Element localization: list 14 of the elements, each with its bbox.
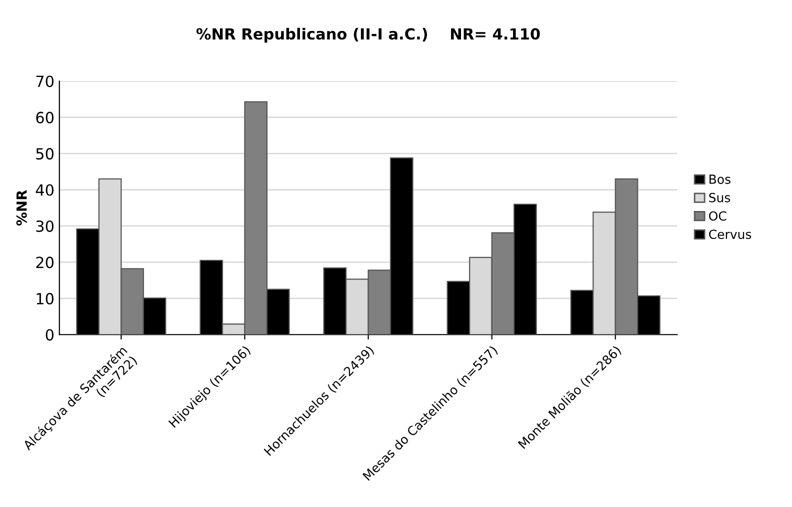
y-tick-label: 50 [36,148,54,160]
legend-label: OC [709,211,726,221]
legend-label: Cervus [709,230,752,240]
y-tick-label: 10 [36,292,54,304]
y-tick-label: 60 [36,112,54,124]
legend-label: Bos [710,174,730,184]
y-tick-label: 30 [36,220,54,232]
y-tick-label: 0 [46,329,54,341]
y-tick-label: 70 [36,76,54,88]
y-tick-label: 20 [36,256,54,268]
y-tick-label: 40 [36,184,54,196]
legend-label: Sus [709,192,730,202]
chart-title: %NR Republicano (II-I a.C.) NR= 4.110 [196,28,540,43]
y-axis-title: %NR [16,190,27,226]
